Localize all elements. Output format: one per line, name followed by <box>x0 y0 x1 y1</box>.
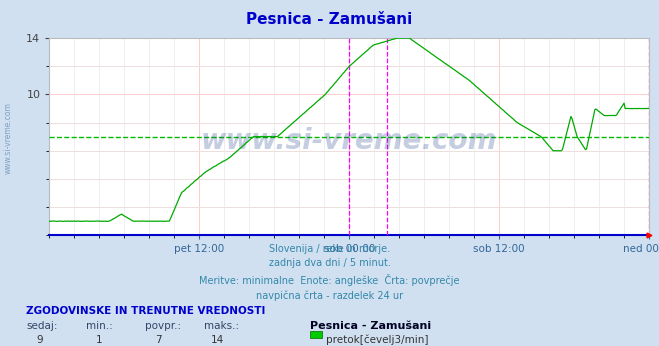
Text: www.si-vreme.com: www.si-vreme.com <box>201 127 498 155</box>
Text: maks.:: maks.: <box>204 321 239 331</box>
Text: 14: 14 <box>211 335 224 345</box>
Text: pretok[čevelj3/min]: pretok[čevelj3/min] <box>326 335 429 345</box>
Text: min.:: min.: <box>86 321 113 331</box>
Text: Slovenija / reke in morje.
zadnja dva dni / 5 minut.
Meritve: minimalne  Enote: : Slovenija / reke in morje. zadnja dva dn… <box>199 244 460 301</box>
Text: 9: 9 <box>36 335 43 345</box>
Text: povpr.:: povpr.: <box>145 321 181 331</box>
Text: Pesnica - Zamušani: Pesnica - Zamušani <box>246 12 413 27</box>
Text: 1: 1 <box>96 335 102 345</box>
Text: 7: 7 <box>155 335 161 345</box>
Text: sedaj:: sedaj: <box>26 321 58 331</box>
Text: ZGODOVINSKE IN TRENUTNE VREDNOSTI: ZGODOVINSKE IN TRENUTNE VREDNOSTI <box>26 306 266 316</box>
Text: www.si-vreme.com: www.si-vreme.com <box>3 102 13 174</box>
Text: Pesnica - Zamušani: Pesnica - Zamušani <box>310 321 431 331</box>
